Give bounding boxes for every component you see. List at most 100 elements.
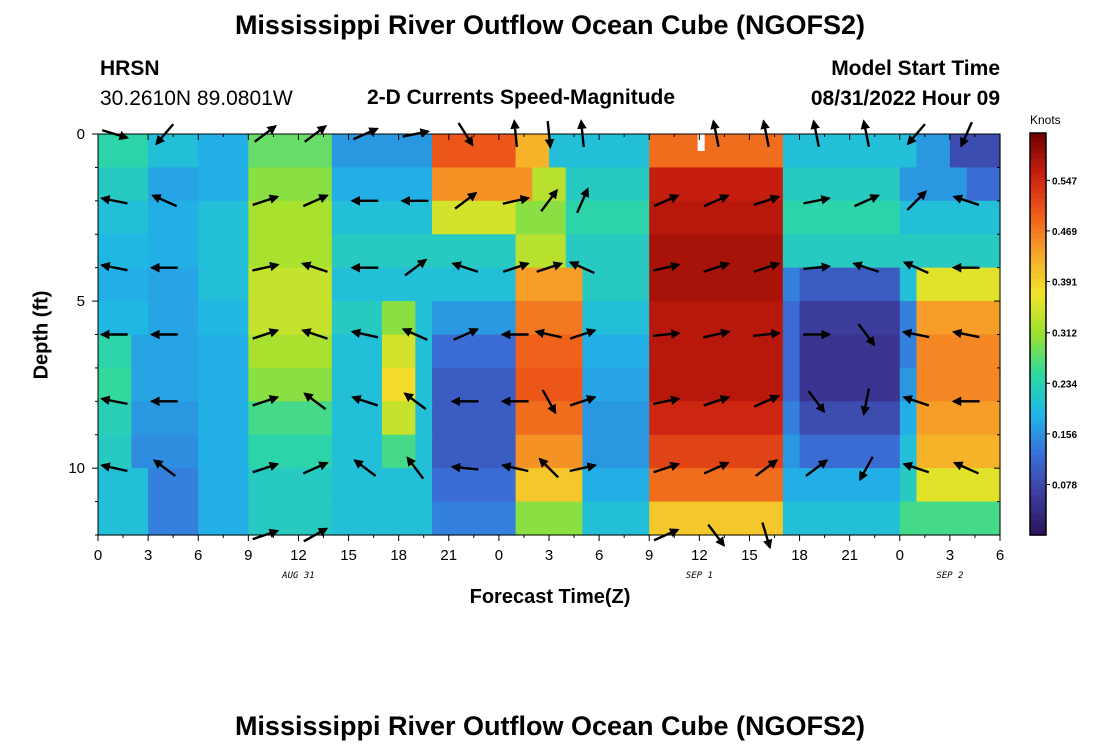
heatmap-cell xyxy=(148,234,199,269)
current-vector xyxy=(541,389,557,415)
current-vector xyxy=(703,261,731,273)
current-vector xyxy=(252,261,280,272)
colorbar-segment xyxy=(1030,193,1046,199)
heatmap-cell xyxy=(582,334,650,369)
colorbar-segment xyxy=(1030,318,1046,325)
colorbar-segment xyxy=(1030,213,1046,220)
heatmap-cell xyxy=(248,468,333,503)
colorbar-segment xyxy=(1030,328,1046,335)
heatmap-cell xyxy=(98,434,133,469)
colorbar-segment xyxy=(1030,323,1046,330)
colorbar-segment xyxy=(1030,253,1046,260)
heatmap-cell xyxy=(899,167,968,202)
heatmap-cell xyxy=(331,234,433,269)
heatmap-cell xyxy=(331,501,433,536)
current-vector xyxy=(803,262,832,272)
heatmap-cell xyxy=(198,501,249,536)
heatmap-cell xyxy=(432,334,517,369)
colorbar-segment xyxy=(1030,489,1046,496)
current-vector xyxy=(152,459,176,477)
colorbar-frame xyxy=(1029,132,1047,536)
current-vector xyxy=(451,261,479,273)
colorbar-segment xyxy=(1030,188,1046,194)
heatmap-cell xyxy=(198,267,249,302)
colorbar-segment xyxy=(1030,454,1046,461)
heatmap-cell xyxy=(949,134,1001,169)
heatmap-cell xyxy=(899,401,918,436)
colorbar-segment xyxy=(1030,394,1046,400)
heatmap-cell xyxy=(148,267,199,302)
heatmap-cell xyxy=(782,367,801,402)
heatmap-cell xyxy=(782,468,901,503)
current-vector xyxy=(569,462,597,473)
heatmap-cell xyxy=(916,367,1001,402)
current-vector xyxy=(753,261,781,273)
heatmap-cell xyxy=(248,367,333,402)
heatmap-cell xyxy=(131,367,199,402)
heatmap-cell xyxy=(248,501,333,536)
colorbar-segment xyxy=(1030,384,1046,390)
current-vector xyxy=(952,194,980,207)
colorbar-segment xyxy=(1030,449,1046,456)
heatmap-cell xyxy=(148,301,199,336)
heatmap-cell xyxy=(515,434,584,469)
heatmap-cell xyxy=(331,134,433,169)
current-vector xyxy=(300,328,328,340)
heatmap-cell xyxy=(582,501,650,536)
heatmap-cell xyxy=(198,334,249,369)
colorbar-segment xyxy=(1030,334,1046,340)
current-vector xyxy=(653,194,680,208)
heatmap-cell xyxy=(248,301,333,336)
heatmap-cell xyxy=(916,134,951,169)
heatmap-cell xyxy=(515,401,584,436)
heatmap-cell xyxy=(799,367,901,402)
current-vector xyxy=(252,194,280,207)
heatmap-cell xyxy=(248,434,333,469)
heatmap-cell xyxy=(198,468,249,503)
x-tick-label: 12 xyxy=(691,547,708,564)
current-vector xyxy=(852,261,880,273)
colorbar-segment xyxy=(1030,484,1046,491)
heatmap-cell xyxy=(148,501,199,536)
colorbar-segment xyxy=(1030,138,1046,144)
colorbar-segment xyxy=(1030,524,1046,531)
colorbar-segment xyxy=(1030,278,1046,285)
x-tick-label: 6 xyxy=(595,547,603,564)
heatmap-cell xyxy=(916,468,1001,503)
colorbar-segment xyxy=(1030,429,1046,436)
heatmap-cell xyxy=(131,334,199,369)
colorbar-segment xyxy=(1030,178,1046,184)
colorbar-segment xyxy=(1030,148,1046,154)
colorbar-segment xyxy=(1030,153,1046,159)
x-tick-label: 21 xyxy=(440,547,457,564)
heatmap-cell xyxy=(649,468,784,503)
current-vector xyxy=(252,461,280,474)
heatmap-cell xyxy=(515,468,584,503)
colorbar-tick-label: 0.156 xyxy=(1052,430,1077,441)
colorbar-segment xyxy=(1030,499,1046,506)
footer-title: Mississippi River Outflow Ocean Cube (NG… xyxy=(234,711,866,741)
colorbar-tick-label: 0.312 xyxy=(1052,329,1077,340)
y-tick-label: 5 xyxy=(77,293,85,310)
x-tick-label: 18 xyxy=(390,547,407,564)
heatmap-cell xyxy=(248,267,333,302)
heatmap-cell xyxy=(381,301,416,336)
heatmap-cell xyxy=(415,367,433,402)
heatmap-cell xyxy=(649,200,784,235)
colorbar-segment xyxy=(1030,414,1046,421)
current-vector xyxy=(902,461,930,474)
heatmap-cell xyxy=(515,501,584,536)
heatmap-cell xyxy=(782,200,901,235)
x-tick-label: 0 xyxy=(94,547,102,564)
colorbar-segment xyxy=(1030,168,1046,174)
colorbar-segment xyxy=(1030,273,1046,280)
heatmap-cell xyxy=(331,468,433,503)
heatmap-cell xyxy=(899,501,1001,536)
heatmap-cell xyxy=(799,434,901,469)
colorbar-segment xyxy=(1030,374,1046,380)
current-vector xyxy=(502,261,530,273)
colorbar-segment xyxy=(1030,509,1046,516)
current-vector xyxy=(755,459,779,477)
current-vector xyxy=(450,462,479,473)
colorbar-segment xyxy=(1030,258,1046,265)
